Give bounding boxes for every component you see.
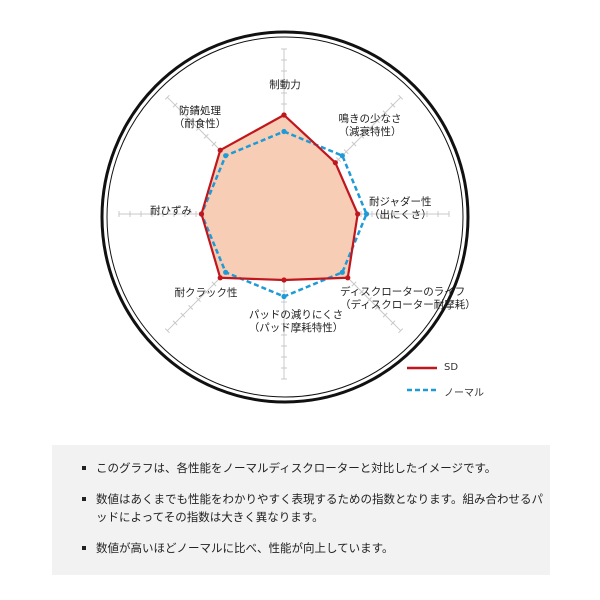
legend-swatches — [407, 366, 437, 392]
axis-tick — [367, 125, 373, 131]
inner-ring — [106, 36, 464, 398]
axis-tick — [180, 312, 186, 318]
axis-tick — [195, 125, 201, 131]
axis-label-warp: 耐ひずみ — [150, 205, 192, 217]
axis-tick — [188, 304, 194, 310]
sd-point — [355, 211, 361, 217]
axis-tick — [382, 110, 388, 116]
sd-point — [217, 275, 223, 281]
axis-tick — [188, 118, 194, 124]
notes-box: このグラフは、各性能をノーマルディスクローターと対比したイメージです。 数値はあ… — [52, 445, 550, 575]
sd-point — [345, 275, 351, 281]
axis-tick — [203, 289, 209, 295]
axis-tick — [374, 118, 380, 124]
axis-label-rust: 防錆処理 （耐食性） — [173, 105, 227, 130]
normal-point — [281, 293, 287, 300]
axis-tick — [351, 141, 357, 147]
axis-tick — [398, 94, 404, 100]
note-item: 数値はあくまでも性能をわかりやすく表現するための指数となります。組み合わせるパッ… — [82, 490, 550, 526]
axis-tick — [343, 149, 349, 155]
sd-point — [281, 112, 287, 118]
legend-sd-label: SD — [444, 362, 459, 373]
axis-tick — [359, 133, 365, 139]
radar-chart — [100, 30, 470, 404]
axis-tick — [195, 297, 201, 303]
normal-point — [339, 269, 345, 275]
axis-label-pad-wear: パッドの減りにくさ （パッド摩耗特性） — [248, 309, 344, 334]
axis-tick — [164, 328, 170, 334]
axis-tick — [180, 110, 186, 116]
sd-area — [201, 115, 358, 280]
note-item: 数値が高いほどノーマルに比べ、性能が向上しています。 — [82, 539, 550, 557]
axis-tick — [390, 102, 396, 108]
normal-point — [363, 211, 370, 217]
axis-tick — [211, 281, 217, 287]
axis-label-crack: 耐クラック性 — [174, 287, 238, 299]
axis-tick — [335, 157, 341, 163]
normal-point — [223, 153, 229, 159]
outer-ring — [100, 30, 470, 404]
axis-tick — [382, 312, 388, 318]
axis-tick — [374, 304, 380, 310]
normal-point — [281, 128, 287, 135]
axis-tick — [390, 320, 396, 326]
legend-normal-label: ノーマル — [444, 388, 484, 399]
note-item: このグラフは、各性能をノーマルディスクローターと対比したイメージです。 — [82, 459, 550, 477]
axis-tick — [351, 281, 357, 287]
axis-tick — [211, 141, 217, 147]
axis-tick — [172, 102, 178, 108]
axis-label-judder: 耐ジャダー性 （出にくさ） — [369, 196, 432, 221]
sd-point — [198, 211, 205, 217]
normal-point — [339, 153, 345, 159]
axis-tick — [359, 289, 365, 295]
sd-point — [281, 277, 287, 283]
axis-label-braking: 制動力 — [269, 79, 301, 91]
axis-tick — [367, 297, 373, 303]
axis-label-noise: 鳴きの少なさ （減衰特性） — [338, 113, 402, 138]
axis-tick — [398, 328, 404, 334]
normal-point — [223, 269, 229, 275]
axis-tick — [172, 320, 178, 326]
sd-point — [217, 147, 223, 153]
sd-point — [332, 160, 338, 166]
axis-tick — [203, 133, 209, 139]
axis-label-rotor-life: ディスクローターのライフ （ディスクローター耐摩耗） — [340, 286, 476, 311]
axis-tick — [164, 94, 170, 100]
